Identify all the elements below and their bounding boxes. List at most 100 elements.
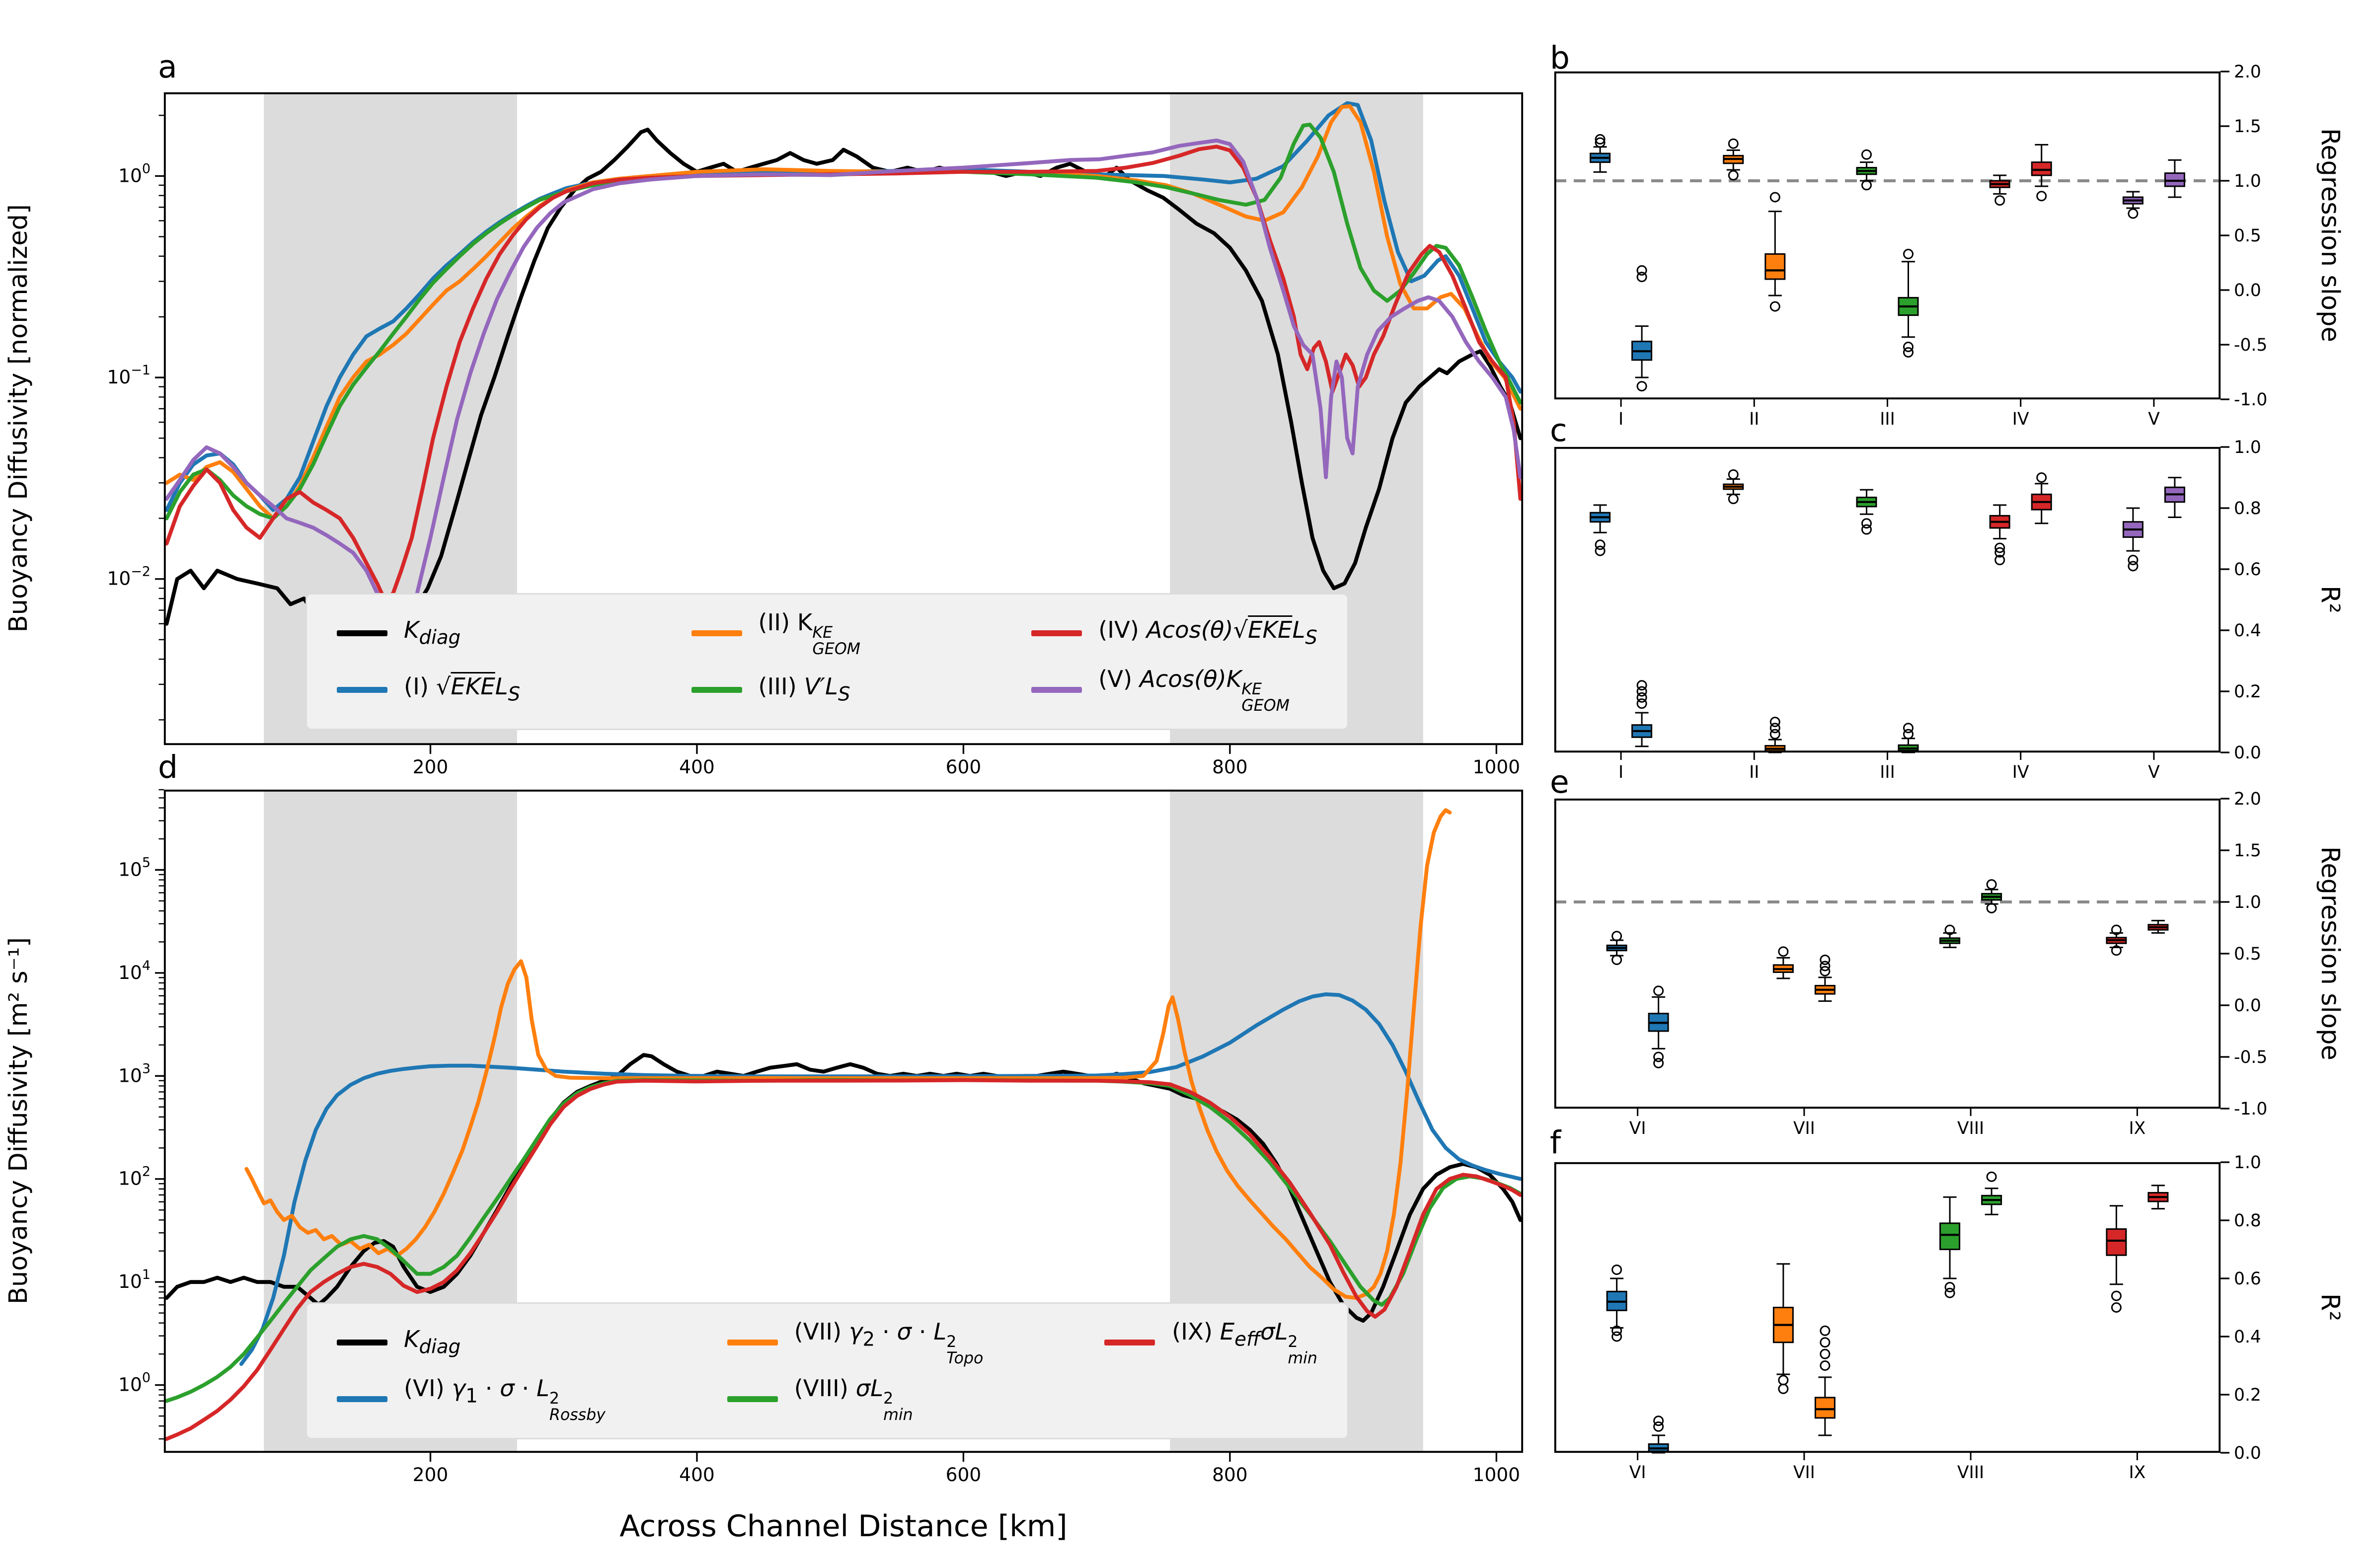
outlier-marker bbox=[1611, 1331, 1622, 1342]
legend-item: (II) K KE GEOM bbox=[691, 609, 860, 657]
y-tick-label: 2.0 bbox=[2234, 789, 2261, 809]
legend-label: (III) V′LS bbox=[758, 673, 850, 707]
chart-b: I II III IV V2.01.51.00.50.0-0.5-1.0 bbox=[1554, 62, 2267, 429]
y-tick-label: 0.0 bbox=[2234, 743, 2261, 763]
outlier-marker bbox=[2128, 208, 2139, 219]
outlier-marker bbox=[1994, 195, 2005, 206]
panel-letter-b: b bbox=[1550, 40, 1570, 76]
outlier-marker bbox=[1944, 1287, 1955, 1298]
outlier-marker bbox=[1986, 1171, 1997, 1182]
outlier-marker bbox=[1903, 347, 1914, 358]
x-tick-label: I bbox=[1618, 762, 1623, 782]
outlier-marker bbox=[1986, 902, 1997, 913]
series-line-VIITopo bbox=[244, 808, 1452, 1300]
box-VIII-1 bbox=[1939, 1222, 1961, 1250]
outlier-marker bbox=[1903, 723, 1914, 734]
outlier-marker bbox=[1728, 170, 1739, 181]
y-tick-label: 0.0 bbox=[2234, 1443, 2261, 1463]
y-tick-label: 0.2 bbox=[2234, 1385, 2261, 1405]
outlier-marker bbox=[1636, 692, 1647, 703]
outlier-marker bbox=[1994, 555, 2005, 566]
y-axis-label-text-b: Regression slope bbox=[2314, 128, 2344, 343]
outlier-marker bbox=[1820, 1360, 1831, 1371]
outlier-marker bbox=[1861, 180, 1872, 191]
outlier-marker bbox=[1903, 248, 1914, 259]
outlier-marker bbox=[1769, 301, 1780, 312]
legend-item: (VI) γ1 · σ · L 2 Rossby bbox=[337, 1375, 606, 1423]
legend-line-swatch bbox=[337, 1396, 387, 1402]
outlier-marker bbox=[1994, 542, 2005, 553]
axes-frame bbox=[1554, 798, 2221, 1109]
outlier-marker bbox=[1861, 524, 1872, 535]
legend-label: (I) √EKELS bbox=[404, 673, 521, 707]
x-tick-label: VII bbox=[1793, 1119, 1815, 1138]
outlier-marker bbox=[1778, 1375, 1789, 1386]
y-axis-label-panel-d: Buoyancy Diffusivity [m² s⁻¹] bbox=[0, 790, 39, 1453]
legend-line-swatch bbox=[1105, 1339, 1156, 1345]
y-axis-label-panel-a: Buoyancy Diffusivity [normalized] bbox=[0, 92, 39, 745]
y-axis-label-panel-e: Regression slope bbox=[2310, 799, 2349, 1109]
legend-item: (III) V′LS bbox=[691, 673, 860, 706]
outlier-marker bbox=[1903, 729, 1914, 740]
x-tick-label: 400 bbox=[679, 756, 715, 778]
outlier-marker bbox=[1653, 1051, 1664, 1062]
x-tick-label: 200 bbox=[413, 756, 449, 778]
outlier-marker bbox=[2036, 472, 2047, 483]
x-tick-label: III bbox=[1880, 409, 1895, 429]
legend-item: (I) √EKELS bbox=[337, 673, 520, 706]
panel-letter-d: d bbox=[158, 749, 178, 785]
outlier-marker bbox=[1728, 138, 1739, 149]
y-tick-label: 100 bbox=[118, 161, 151, 186]
legend-line-swatch bbox=[691, 630, 742, 636]
legend-label: (V) Acos(θ)K KE GEOM bbox=[1098, 666, 1290, 715]
y-tick-label: 1.0 bbox=[2234, 1153, 2261, 1173]
y-tick-label: 1.0 bbox=[2234, 171, 2261, 191]
outlier-marker bbox=[1636, 680, 1647, 691]
legend-label: (II) K KE GEOM bbox=[758, 609, 860, 658]
legend-label: (VII) γ2 · σ · L 2 Topo bbox=[794, 1318, 984, 1367]
outlier-marker bbox=[1636, 265, 1647, 276]
outlier-marker bbox=[1994, 547, 2005, 558]
outlier-marker bbox=[1861, 518, 1872, 529]
outlier-marker bbox=[1636, 381, 1647, 392]
legend-label: Kdiag bbox=[404, 1326, 461, 1359]
outlier-marker bbox=[1944, 924, 1955, 935]
x-tick-label: IX bbox=[2129, 1463, 2145, 1483]
box-II-2 bbox=[1764, 253, 1786, 280]
panel-letter-e: e bbox=[1550, 764, 1569, 800]
box-VII-2 bbox=[1814, 1397, 1836, 1419]
x-tick-label: 800 bbox=[1212, 756, 1248, 778]
x-tick-label: 600 bbox=[946, 1464, 982, 1486]
y-tick-label: -1.0 bbox=[2234, 390, 2267, 410]
legend-item: (V) Acos(θ)K KE GEOM bbox=[1031, 666, 1317, 714]
outlier-marker bbox=[1778, 1383, 1789, 1394]
y-axis-label-text-e: Regression slope bbox=[2314, 846, 2344, 1061]
outlier-marker bbox=[1820, 954, 1831, 965]
legend-line-swatch bbox=[337, 687, 387, 693]
x-tick-label: 1000 bbox=[1473, 756, 1520, 778]
chart-e: VI VII VIII IX 2.0 1.5 1.0 0.5 0.0 -0.5 -1.0 bbox=[1554, 789, 2267, 1138]
outlier-marker bbox=[1820, 1337, 1831, 1348]
y-tick-label: 2.0 bbox=[2234, 62, 2261, 82]
outlier-marker bbox=[1636, 686, 1647, 697]
x-tick-label: II bbox=[1749, 409, 1759, 429]
series-line-IXEeff bbox=[164, 1078, 1523, 1441]
outlier-marker bbox=[2128, 561, 2139, 572]
legend-line-swatch bbox=[691, 687, 742, 693]
axes-frame bbox=[1554, 447, 2221, 753]
y-tick-label: -1.0 bbox=[2234, 1099, 2267, 1119]
outlier-marker bbox=[1769, 192, 1780, 203]
axes-frame bbox=[163, 92, 1524, 746]
x-tick-label: VIII bbox=[1957, 1463, 1984, 1483]
outlier-marker bbox=[1636, 272, 1647, 283]
y-tick-label: -0.5 bbox=[2234, 335, 2267, 355]
chart-a: 100 10−1 10−2 200 400 600 800 1000 bbox=[107, 92, 1524, 778]
outlier-marker bbox=[1769, 729, 1780, 740]
outlier-marker bbox=[1769, 723, 1780, 734]
axes-frame bbox=[163, 789, 1524, 1453]
y-tick-label: 1.0 bbox=[2234, 893, 2261, 912]
y-tick-label: 0.0 bbox=[2234, 996, 2261, 1016]
y-tick-label: 1.5 bbox=[2234, 117, 2261, 137]
y-tick-label: 103 bbox=[118, 1061, 151, 1086]
outlier-marker bbox=[1769, 717, 1780, 727]
